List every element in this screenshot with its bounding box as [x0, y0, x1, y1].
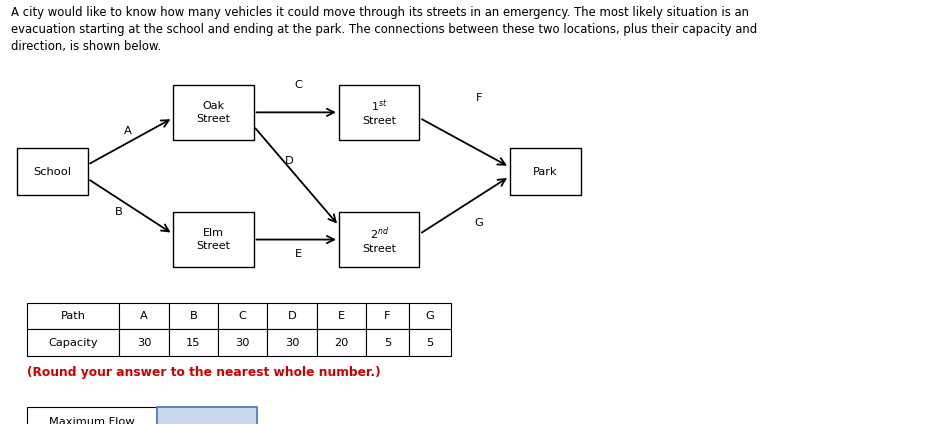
Text: 30: 30: [284, 338, 300, 348]
Text: F: F: [384, 311, 391, 321]
Bar: [119, 303, 169, 329]
Text: Capacity: Capacity: [48, 338, 98, 348]
Text: Elm
Street: Elm Street: [196, 229, 230, 251]
Bar: [157, 407, 257, 424]
Text: B: B: [115, 207, 122, 217]
Bar: [218, 329, 267, 356]
Bar: [366, 303, 409, 329]
Text: E: E: [295, 249, 302, 259]
Text: 30: 30: [235, 338, 250, 348]
Text: Maximum Flow: Maximum Flow: [49, 417, 135, 424]
FancyBboxPatch shape: [339, 212, 420, 267]
Text: A: A: [140, 311, 148, 321]
Text: B: B: [190, 311, 197, 321]
Text: School: School: [33, 167, 71, 177]
Text: A city would like to know how many vehicles it could move through its streets in: A city would like to know how many vehic…: [11, 6, 757, 53]
Text: E: E: [337, 311, 345, 321]
Bar: [169, 329, 218, 356]
Text: F: F: [476, 92, 482, 103]
Text: 5: 5: [427, 338, 433, 348]
Bar: [409, 329, 451, 356]
Text: C: C: [239, 311, 246, 321]
Text: Oak
Street: Oak Street: [196, 101, 230, 123]
Text: 2$^{nd}$
Street: 2$^{nd}$ Street: [362, 225, 396, 254]
Text: Park: Park: [533, 167, 557, 177]
Text: G: G: [474, 218, 483, 228]
Text: (Round your answer to the nearest whole number.): (Round your answer to the nearest whole …: [27, 366, 380, 379]
Bar: [317, 303, 366, 329]
Text: 30: 30: [137, 338, 152, 348]
FancyBboxPatch shape: [173, 212, 253, 267]
Text: 1$^{st}$
Street: 1$^{st}$ Street: [362, 98, 396, 126]
Text: D: D: [287, 311, 297, 321]
Bar: [27, 329, 119, 356]
Bar: [317, 329, 366, 356]
FancyBboxPatch shape: [173, 85, 253, 140]
Bar: [267, 329, 317, 356]
Bar: [218, 303, 267, 329]
Text: G: G: [426, 311, 434, 321]
Text: 5: 5: [384, 338, 391, 348]
FancyBboxPatch shape: [16, 148, 87, 195]
Text: A: A: [124, 126, 132, 137]
Bar: [27, 407, 157, 424]
Text: C: C: [295, 80, 302, 90]
Bar: [409, 303, 451, 329]
Bar: [267, 303, 317, 329]
Text: 20: 20: [334, 338, 349, 348]
FancyBboxPatch shape: [509, 148, 580, 195]
FancyBboxPatch shape: [339, 85, 420, 140]
Bar: [169, 303, 218, 329]
Text: Path: Path: [61, 311, 85, 321]
Bar: [119, 329, 169, 356]
Bar: [27, 303, 119, 329]
Bar: [366, 329, 409, 356]
Text: D: D: [284, 156, 294, 166]
Text: 15: 15: [186, 338, 201, 348]
